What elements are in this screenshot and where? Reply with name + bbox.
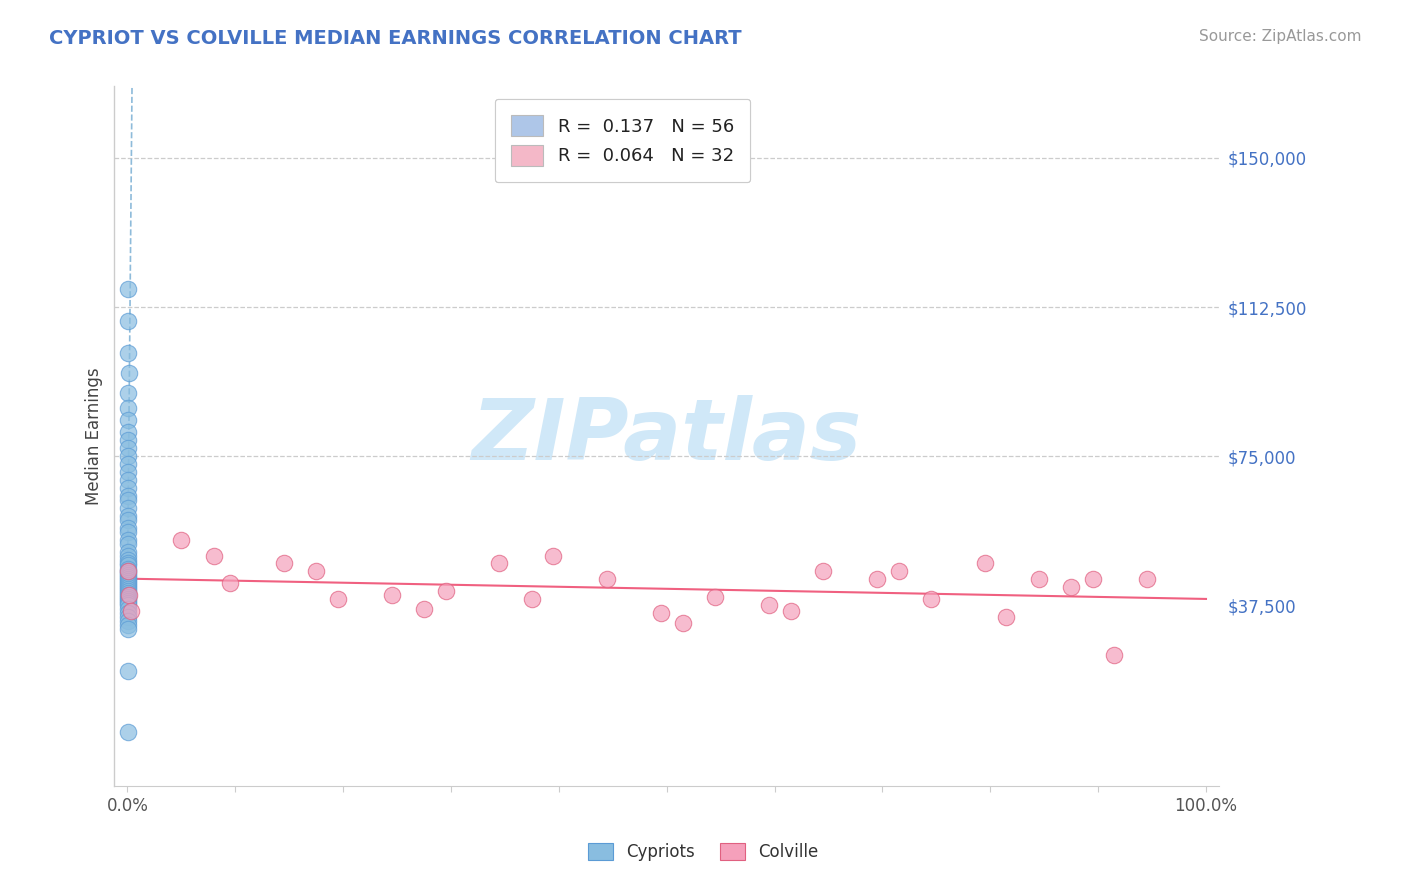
Point: [543, 549, 565, 563]
Y-axis label: Median Earnings: Median Earnings: [86, 368, 103, 505]
Point: [218, 576, 240, 591]
Point: [117, 481, 139, 495]
Point: [117, 449, 139, 463]
Point: [170, 533, 193, 547]
Point: [117, 489, 139, 503]
Point: [202, 549, 225, 563]
Point: [117, 552, 139, 566]
Point: [413, 602, 436, 616]
Point: [117, 314, 139, 328]
Point: [117, 465, 139, 479]
Point: [117, 584, 139, 599]
Point: [117, 434, 139, 448]
Point: [117, 562, 139, 576]
Point: [117, 457, 139, 471]
Point: [117, 345, 139, 359]
Point: [117, 521, 139, 535]
Point: [118, 366, 141, 380]
Point: [117, 524, 139, 539]
Point: [520, 592, 543, 607]
Point: [995, 610, 1018, 624]
Point: [488, 557, 510, 571]
Point: [117, 558, 139, 573]
Point: [1104, 648, 1126, 662]
Point: [117, 622, 139, 636]
Point: [117, 570, 139, 584]
Point: [117, 508, 139, 523]
Point: [117, 606, 139, 620]
Point: [973, 557, 995, 571]
Point: [326, 592, 349, 607]
Point: [381, 588, 404, 602]
Point: [117, 565, 139, 579]
Point: [758, 599, 780, 613]
Point: [273, 557, 295, 571]
Point: [117, 580, 139, 594]
Point: [1136, 573, 1159, 587]
Point: [117, 578, 139, 592]
Point: [117, 664, 139, 678]
Point: [117, 492, 139, 507]
Point: [117, 544, 139, 558]
Point: [117, 591, 139, 605]
Point: [117, 725, 139, 739]
Point: [305, 565, 328, 579]
Point: [779, 604, 801, 618]
Point: [117, 533, 139, 547]
Point: [117, 536, 139, 550]
Point: [117, 614, 139, 628]
Point: [117, 557, 139, 571]
Text: ZIPatlas: ZIPatlas: [471, 395, 862, 478]
Point: [117, 588, 139, 602]
Point: [117, 602, 139, 616]
Text: Source: ZipAtlas.com: Source: ZipAtlas.com: [1198, 29, 1361, 44]
Point: [1081, 573, 1104, 587]
Point: [117, 574, 139, 589]
Legend: R =  0.137   N = 56, R =  0.064   N = 32: R = 0.137 N = 56, R = 0.064 N = 32: [495, 99, 751, 182]
Point: [117, 282, 139, 296]
Point: [117, 441, 139, 455]
Point: [117, 576, 139, 591]
Point: [887, 565, 910, 579]
Point: [117, 582, 139, 597]
Point: [117, 473, 139, 487]
Point: [118, 588, 141, 602]
Point: [117, 413, 139, 427]
Text: CYPRIOT VS COLVILLE MEDIAN EARNINGS CORRELATION CHART: CYPRIOT VS COLVILLE MEDIAN EARNINGS CORR…: [49, 29, 742, 47]
Point: [120, 604, 142, 618]
Point: [117, 596, 139, 610]
Point: [117, 565, 139, 579]
Point: [866, 573, 889, 587]
Point: [117, 549, 139, 563]
Point: [117, 500, 139, 515]
Point: [650, 606, 672, 620]
Point: [117, 573, 139, 587]
Point: [117, 618, 139, 632]
Point: [117, 586, 139, 600]
Point: [117, 513, 139, 527]
Point: [672, 616, 695, 631]
Point: [117, 385, 139, 400]
Point: [596, 573, 619, 587]
Point: [117, 592, 139, 607]
Point: [117, 610, 139, 624]
Point: [1060, 580, 1083, 594]
Point: [117, 594, 139, 608]
Point: [434, 584, 457, 599]
Point: [704, 591, 727, 605]
Point: [117, 401, 139, 416]
Point: [117, 566, 139, 581]
Legend: Cypriots, Colville: Cypriots, Colville: [581, 836, 825, 868]
Point: [117, 599, 139, 613]
Point: [811, 565, 834, 579]
Point: [1028, 573, 1050, 587]
Point: [117, 568, 139, 582]
Point: [920, 592, 942, 607]
Point: [117, 425, 139, 440]
